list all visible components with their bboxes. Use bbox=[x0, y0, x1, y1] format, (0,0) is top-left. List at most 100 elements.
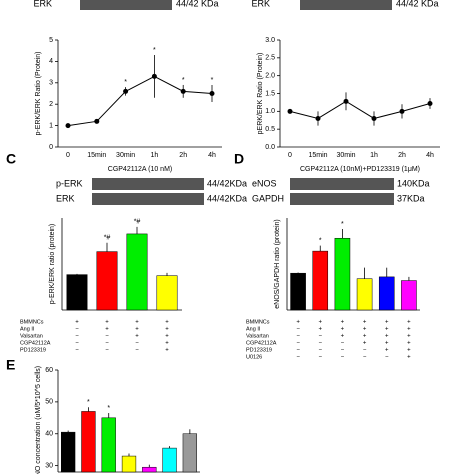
bar bbox=[290, 272, 306, 311]
point bbox=[180, 88, 186, 94]
treatment-sign: − bbox=[75, 334, 79, 340]
treatment-sign: − bbox=[318, 348, 322, 354]
treatment-sign: + bbox=[363, 327, 367, 333]
y-tick-label: 5 bbox=[49, 37, 53, 44]
y-tick-label: 2.5 bbox=[265, 55, 275, 62]
treatment-sign: + bbox=[135, 334, 139, 340]
bar bbox=[81, 411, 96, 473]
x-tick-label: 1h bbox=[151, 152, 159, 159]
y-tick-label: 0 bbox=[49, 144, 53, 151]
line bbox=[289, 100, 431, 120]
x-tick-label: 2h bbox=[398, 152, 406, 159]
y-tick-label: 3 bbox=[49, 80, 53, 87]
line bbox=[67, 75, 213, 127]
x-tick-label: 0 bbox=[288, 152, 292, 159]
blot-label: ERK bbox=[56, 193, 75, 203]
treatment-sign: − bbox=[341, 355, 345, 361]
treatment-sign: + bbox=[318, 327, 322, 333]
blot-band bbox=[300, 0, 392, 10]
point bbox=[209, 91, 215, 96]
treatment-sign: − bbox=[296, 334, 300, 340]
blot-size: 44/42 KDa bbox=[396, 0, 439, 8]
x-tick-label: 0 bbox=[66, 152, 70, 159]
treatment-sign: + bbox=[385, 320, 389, 326]
y-axis-label: eNOS/GAPDH ratio (protein) bbox=[274, 219, 281, 308]
y-tick-label: 0.5 bbox=[265, 126, 275, 133]
treatment-name: BMMNCs bbox=[20, 319, 44, 325]
blot-size: 140KDa bbox=[397, 178, 430, 188]
y-axis-label: p-ERK/ERK Ratio (Protein) bbox=[35, 51, 42, 135]
x-tick-label: 2h bbox=[179, 152, 187, 159]
treatment-sign: + bbox=[407, 348, 411, 354]
blot-size: 37KDa bbox=[397, 193, 425, 203]
treatment-sign: − bbox=[363, 348, 367, 354]
significance: * bbox=[182, 77, 185, 84]
treatment-name: CGP42112A bbox=[20, 340, 51, 346]
point bbox=[399, 108, 405, 114]
y-tick-label: 1.0 bbox=[265, 108, 275, 115]
bar bbox=[66, 274, 88, 311]
treatment-name: BMMNCs bbox=[246, 319, 270, 325]
blot-label: eNOS bbox=[252, 178, 277, 188]
treatment-sign: − bbox=[296, 327, 300, 333]
point bbox=[65, 123, 71, 129]
treatment-sign: − bbox=[341, 348, 345, 354]
bar bbox=[156, 275, 178, 311]
treatment-sign: + bbox=[407, 355, 411, 361]
y-tick-label: 50 bbox=[45, 399, 53, 406]
significance: *# bbox=[104, 235, 111, 242]
significance: * bbox=[124, 79, 127, 86]
panel-letter: D bbox=[234, 151, 244, 167]
treatment-name: Valsartan bbox=[246, 333, 269, 339]
bar bbox=[142, 466, 157, 473]
treatment-sign: + bbox=[296, 320, 300, 326]
point bbox=[151, 73, 157, 79]
treatment-sign: − bbox=[105, 348, 109, 354]
blot-label: p-ERK bbox=[56, 178, 83, 188]
treatment-sign: + bbox=[165, 327, 169, 333]
treatment-sign: − bbox=[363, 355, 367, 361]
treatment-sign: + bbox=[407, 327, 411, 333]
bar bbox=[378, 276, 395, 311]
y-axis-label: pERK/ERK Ratio (Protein) bbox=[257, 53, 264, 135]
point bbox=[315, 115, 321, 121]
treatment-sign: + bbox=[318, 320, 322, 326]
treatment-sign: + bbox=[407, 334, 411, 340]
treatment-sign: + bbox=[407, 320, 411, 326]
bar bbox=[334, 237, 351, 311]
treatment-sign: + bbox=[363, 334, 367, 340]
treatment-sign: + bbox=[341, 327, 345, 333]
treatment-sign: + bbox=[341, 334, 345, 340]
significance: * bbox=[107, 405, 110, 412]
blot-size: 44/42KDa bbox=[207, 178, 247, 188]
x-tick-label: 15min bbox=[308, 152, 327, 159]
treatment-sign: + bbox=[385, 334, 389, 340]
significance: *# bbox=[134, 219, 141, 226]
blot-band bbox=[80, 0, 172, 10]
treatment-sign: + bbox=[385, 348, 389, 354]
panel-letter: E bbox=[6, 357, 15, 373]
treatment-sign: + bbox=[165, 334, 169, 340]
treatment-sign: + bbox=[165, 348, 169, 354]
y-tick-label: 40 bbox=[45, 431, 53, 438]
treatment-name: Valsartan bbox=[20, 333, 43, 339]
treatment-name: Ang II bbox=[20, 326, 35, 332]
treatment-name: PD123319 bbox=[246, 347, 272, 353]
bar bbox=[121, 455, 137, 473]
treatment-sign: + bbox=[135, 320, 139, 326]
blot-band bbox=[290, 178, 394, 190]
treatment-sign: − bbox=[75, 348, 79, 354]
treatment-sign: − bbox=[105, 341, 109, 347]
blot-label: ERK bbox=[33, 0, 52, 8]
x-tick-label: 15min bbox=[87, 152, 106, 159]
x-axis-label: CGP42112A (10 nM) bbox=[108, 166, 172, 173]
blot-label: GAPDH bbox=[252, 193, 284, 203]
treatment-sign: + bbox=[385, 327, 389, 333]
treatment-sign: − bbox=[318, 355, 322, 361]
blot-label: ERK bbox=[251, 0, 270, 8]
treatment-sign: + bbox=[165, 320, 169, 326]
treatment-sign: + bbox=[165, 341, 169, 347]
bar bbox=[401, 280, 417, 311]
treatment-sign: + bbox=[407, 341, 411, 347]
point bbox=[123, 88, 129, 94]
